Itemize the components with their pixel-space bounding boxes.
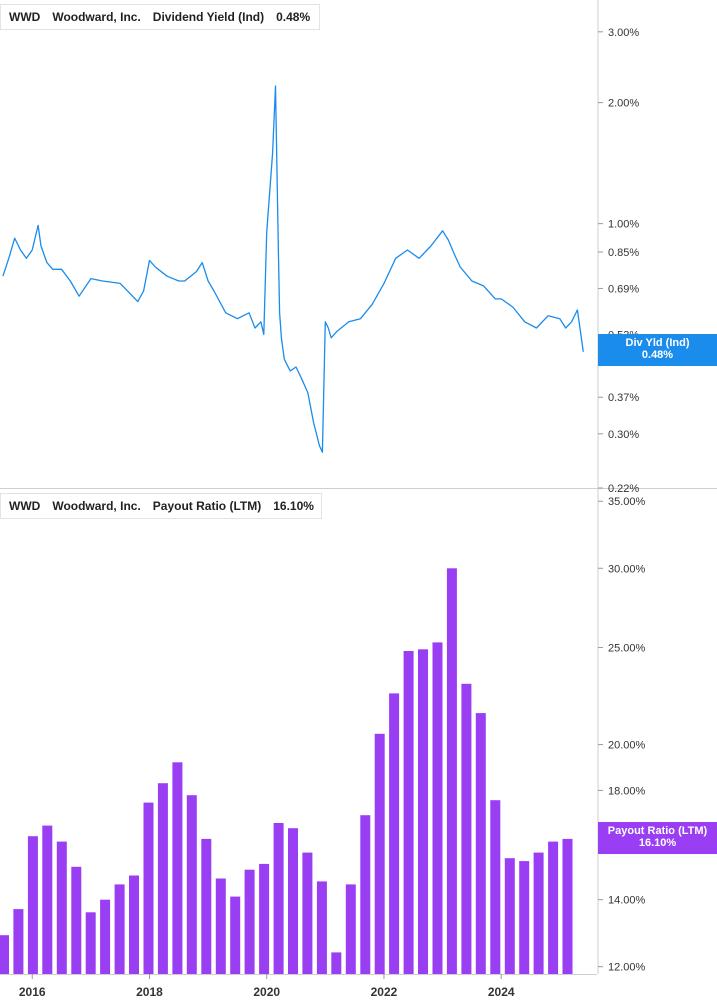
payout-ratio-bar xyxy=(114,884,125,974)
payout-ratio-bar xyxy=(201,838,212,974)
payout-ratio-bar xyxy=(446,568,457,974)
payout-ratio-bar xyxy=(331,952,342,974)
payout-ratio-bar xyxy=(172,762,183,974)
y-tick-label: 0.85% xyxy=(608,247,639,259)
payout-ratio-bar xyxy=(316,881,327,974)
payout-ratio-bar xyxy=(519,861,530,974)
payout-ratio-bar xyxy=(85,912,96,974)
payout-ratio-bar xyxy=(403,651,414,974)
payout-ratio-bar xyxy=(562,838,573,974)
y-tick-label: 18.00% xyxy=(608,785,646,797)
payout-ratio-bar xyxy=(288,828,298,974)
payout-ratio-bar xyxy=(273,823,284,974)
tag-label: Div Yld (Ind) xyxy=(625,337,690,349)
tag-value: 0.48% xyxy=(641,349,674,361)
y-tick-label: 3.00% xyxy=(608,27,639,39)
y-tick-label: 25.00% xyxy=(608,643,646,655)
payout-ratio-bar xyxy=(129,875,139,974)
legend-metric: Dividend Yield (Ind) xyxy=(152,10,265,24)
div-yld-value-tag: Div Yld (Ind) 0.48% xyxy=(598,334,717,366)
payout-ratio-bar xyxy=(230,896,241,974)
payout-ratio-bar xyxy=(490,800,501,974)
x-tick-label: 2016 xyxy=(19,985,46,999)
tag-value: 16.10% xyxy=(638,837,677,849)
payout-ratio-bar xyxy=(504,858,515,974)
y-tick-label: 0.22% xyxy=(608,483,639,495)
y-tick-label: 1.00% xyxy=(608,219,639,231)
y-tick-label: 0.30% xyxy=(608,429,639,441)
x-tick-label: 2024 xyxy=(488,985,515,999)
payout-ratio-bar xyxy=(345,884,356,974)
payout-ratio-bar xyxy=(71,866,82,974)
payout-ratio-bar xyxy=(432,642,443,974)
y-tick-label: 0.69% xyxy=(608,283,639,295)
payout-ratio-bar xyxy=(360,815,371,974)
y-tick-label: 20.00% xyxy=(608,740,646,752)
y-tick-label: 14.00% xyxy=(608,895,646,907)
top-legend: WWD Woodward, Inc. Dividend Yield (Ind) … xyxy=(0,4,320,30)
payout-ratio-bar xyxy=(389,693,400,974)
y-tick-label: 12.00% xyxy=(608,962,646,974)
tag-label: Payout Ratio (LTM) xyxy=(607,825,708,837)
payout-ratio-bar xyxy=(244,869,255,974)
payout-ratio-bar xyxy=(548,841,559,974)
payout-ratio-bar xyxy=(157,783,168,974)
legend-ticker: WWD xyxy=(9,499,41,513)
y-tick-label: 30.00% xyxy=(608,563,646,575)
payout-ratio-bar xyxy=(374,733,385,974)
payout-ratio-bar xyxy=(418,649,428,974)
x-tick-label: 2020 xyxy=(253,985,280,999)
payout-ratio-bar xyxy=(475,713,486,974)
payout-ratio-bar xyxy=(56,841,67,974)
payout-ratio-bar xyxy=(42,825,53,974)
payout-ratio-bar xyxy=(215,878,226,974)
y-tick-label: 35.00% xyxy=(608,496,646,508)
payout-ratio-bar xyxy=(259,863,270,974)
payout-ratio-bar xyxy=(27,836,38,974)
y-tick-label: 0.37% xyxy=(608,392,639,404)
payout-ratio-bar xyxy=(302,852,313,974)
payout-ratio-bar xyxy=(533,852,544,974)
legend-ticker: WWD xyxy=(9,10,41,24)
payout-ratio-value-tag: Payout Ratio (LTM) 16.10% xyxy=(598,822,717,854)
y-tick-label: 2.00% xyxy=(608,98,639,110)
dividend-yield-line xyxy=(2,85,584,453)
payout-ratio-bar xyxy=(0,935,9,974)
bottom-legend: WWD Woodward, Inc. Payout Ratio (LTM) 16… xyxy=(0,493,322,519)
payout-ratio-bar xyxy=(461,683,472,974)
payout-ratio-bar xyxy=(186,795,197,974)
legend-company: Woodward, Inc. xyxy=(52,10,141,24)
legend-latest-value: 16.10% xyxy=(273,499,314,513)
payout-ratio-bar xyxy=(143,802,154,974)
payout-ratio-bar xyxy=(100,899,111,974)
legend-metric: Payout Ratio (LTM) xyxy=(152,499,262,513)
x-tick-label: 2018 xyxy=(136,985,163,999)
legend-company: Woodward, Inc. xyxy=(52,499,141,513)
legend-latest-value: 0.48% xyxy=(276,10,311,24)
x-tick-label: 2022 xyxy=(371,985,398,999)
payout-ratio-bar xyxy=(13,909,24,974)
